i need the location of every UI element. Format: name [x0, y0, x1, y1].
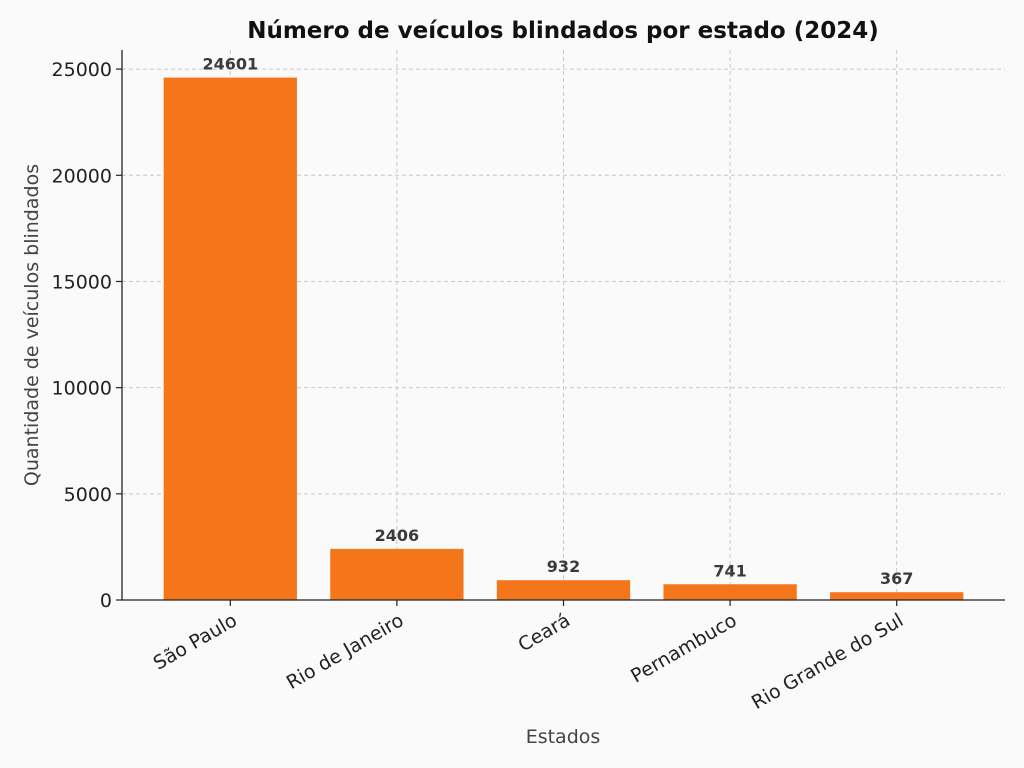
- x-tick-label: Rio de Janeiro: [283, 609, 408, 694]
- y-tick-label: 5000: [64, 484, 112, 506]
- x-tick-label: Pernambuco: [627, 609, 740, 687]
- bar: [330, 548, 464, 600]
- y-tick-label: 25000: [52, 59, 112, 81]
- y-tick-label: 0: [100, 590, 112, 612]
- y-tick-label: 20000: [52, 165, 112, 187]
- x-tick-label: Rio Grande do Sul: [748, 609, 907, 714]
- bar: [663, 584, 797, 600]
- bar: [830, 592, 964, 600]
- y-axis-label: Quantidade de veículos blindados: [21, 164, 43, 486]
- x-tick-label: São Paulo: [150, 609, 241, 674]
- bar: [163, 77, 297, 600]
- bar-value-label: 24601: [202, 55, 258, 74]
- bar-value-label: 932: [547, 557, 580, 576]
- axes: [116, 50, 1005, 606]
- y-tick-label: 15000: [52, 271, 112, 293]
- bar-value-label: 741: [713, 561, 746, 580]
- bar-value-label: 2406: [375, 526, 420, 545]
- y-tick-label: 10000: [52, 378, 112, 400]
- x-tick-label: Ceará: [514, 609, 574, 656]
- bar: [496, 580, 631, 600]
- bars: [163, 77, 964, 600]
- bar-value-label: 367: [880, 569, 913, 588]
- x-axis-label: Estados: [526, 726, 601, 748]
- chart-title: Número de veículos blindados por estado …: [247, 18, 879, 44]
